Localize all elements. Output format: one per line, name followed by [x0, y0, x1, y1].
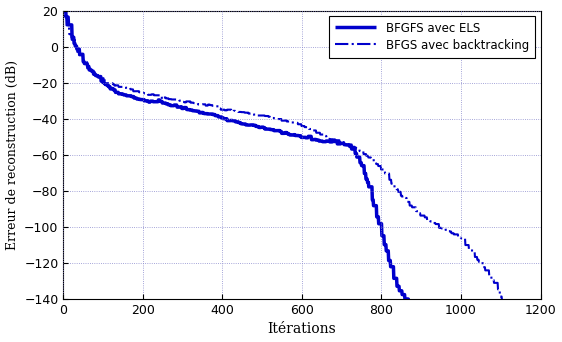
BFGS avec backtracking — [501, 299, 508, 303]
BFGFS avec ELS — [353, 155, 360, 159]
BFGFS avec ELS — [103, 83, 110, 87]
BFGS avec backtracking — [176, 97, 183, 102]
BFGS avec backtracking — [237, 110, 244, 114]
BFGS avec backtracking — [498, 299, 505, 303]
BFGS avec backtracking — [221, 108, 228, 112]
Y-axis label: Erreur de reconstruction (dB): Erreur de reconstruction (dB) — [6, 60, 19, 250]
BFGFS avec ELS — [105, 84, 112, 89]
Legend: BFGFS avec ELS, BFGS avec backtracking: BFGFS avec ELS, BFGS avec backtracking — [329, 16, 534, 58]
BFGFS avec ELS — [406, 298, 413, 302]
BFGFS avec ELS — [60, 9, 67, 13]
BFGS avec backtracking — [60, 14, 67, 18]
BFGS avec backtracking — [424, 219, 431, 223]
Line: BFGS avec backtracking: BFGS avec backtracking — [64, 16, 505, 301]
BFGS avec backtracking — [341, 141, 347, 145]
BFGFS avec ELS — [405, 298, 412, 302]
Line: BFGFS avec ELS: BFGFS avec ELS — [64, 11, 409, 300]
BFGFS avec ELS — [242, 122, 249, 126]
X-axis label: Itérations: Itérations — [268, 323, 336, 337]
BFGFS avec ELS — [202, 111, 209, 116]
BFGFS avec ELS — [287, 133, 294, 137]
BFGS avec backtracking — [357, 149, 364, 153]
